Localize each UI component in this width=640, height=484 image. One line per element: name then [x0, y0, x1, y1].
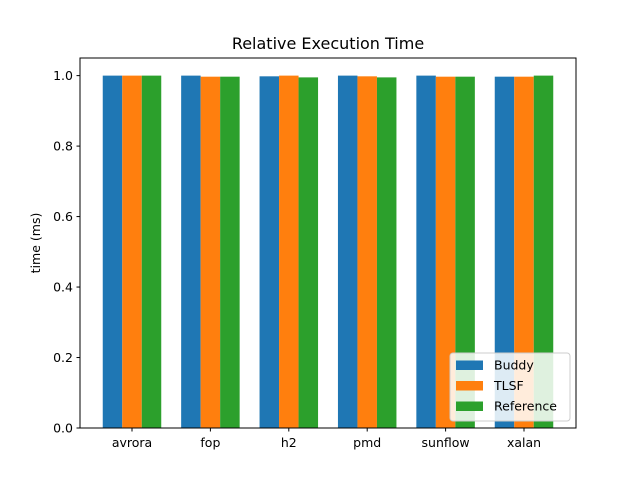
bar-reference-h2: [298, 77, 319, 428]
y-tick-label: 0.6: [53, 209, 73, 224]
x-tick-label-xalan: xalan: [507, 435, 541, 450]
bar-buddy-xalan: [494, 76, 515, 429]
bar-buddy-pmd: [337, 75, 358, 429]
x-tick-label-sunflow: sunflow: [422, 435, 470, 450]
chart-title: Relative Execution Time: [232, 34, 424, 53]
legend-swatch-reference: [456, 401, 483, 411]
bar-reference-fop: [220, 76, 240, 429]
x-tick-label-pmd: pmd: [353, 435, 381, 450]
legend-swatch-tlsf: [456, 381, 483, 391]
bar-reference-avrora: [141, 75, 162, 429]
bar-tlsf-h2: [279, 75, 299, 429]
bar-tlsf-xalan: [514, 76, 534, 429]
legend-label-buddy: Buddy: [494, 358, 534, 373]
y-tick-label: 0.4: [53, 280, 73, 295]
legend: Buddy TLSF Reference: [449, 352, 571, 422]
bar-tlsf-fop: [200, 76, 221, 429]
bar-reference-pmd: [376, 77, 397, 428]
y-tick-label: 0.2: [53, 350, 73, 365]
bar-buddy-sunflow: [416, 75, 436, 429]
bar-buddy-fop: [181, 75, 201, 429]
x-tick-label-avrora: avrora: [112, 435, 152, 450]
bar-tlsf-pmd: [357, 76, 377, 428]
x-tick-label-h2: h2: [281, 435, 297, 450]
bar-tlsf-avrora: [122, 75, 142, 429]
legend-label-tlsf: TLSF: [493, 378, 524, 393]
bar-tlsf-sunflow: [435, 76, 456, 429]
x-tick-label-fop: fop: [200, 435, 220, 450]
bar-buddy-h2: [259, 76, 280, 428]
bar-reference-sunflow: [455, 76, 475, 429]
plot-frame: [79, 57, 577, 429]
y-axis-ticks: 0.0 0.2 0.4 0.6 0.8 1.0: [53, 68, 80, 436]
y-tick-label: 1.0: [53, 68, 73, 83]
legend-swatch-buddy: [456, 360, 483, 370]
y-tick-label: 0.8: [53, 139, 73, 154]
x-axis-ticks: avrora fop h2 pmd sunflow xalan: [112, 428, 541, 450]
bar-reference-xalan: [533, 75, 554, 429]
y-axis-label: time (ms): [28, 213, 43, 274]
y-tick-label: 0.0: [53, 421, 73, 436]
bar-buddy-avrora: [102, 75, 123, 429]
bars-group: [102, 75, 554, 429]
legend-label-reference: Reference: [494, 399, 557, 414]
